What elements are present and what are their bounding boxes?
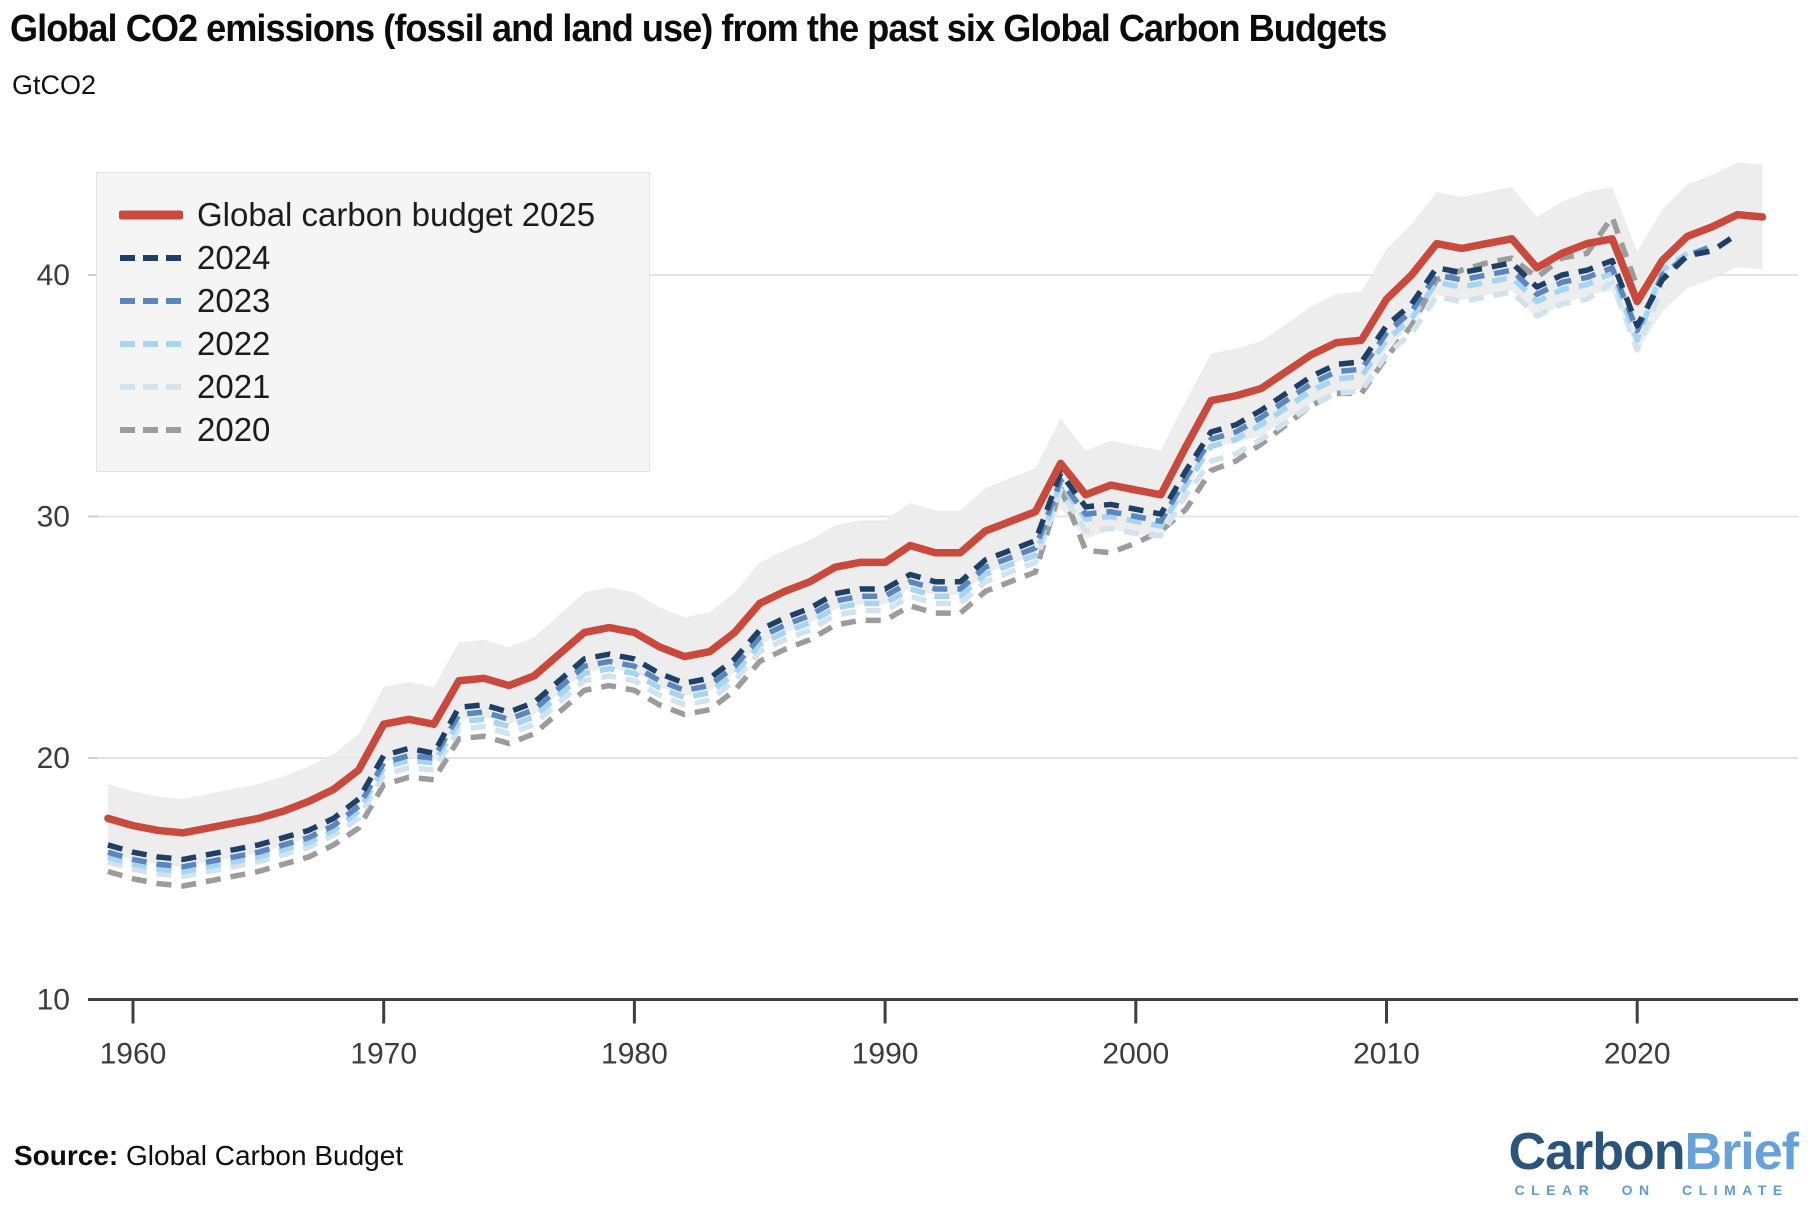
legend-swatch-solid-red (119, 210, 183, 219)
legend-item-2021: 2021 (119, 365, 619, 408)
series-line-2023 (107, 243, 1714, 870)
source-label: Source: (14, 1140, 119, 1171)
legend-swatch-dashed-blue (120, 297, 182, 304)
x-tick-label-1990: 1990 (852, 1038, 919, 1071)
x-tick-label-1980: 1980 (601, 1038, 668, 1071)
legend-item-2023: 2023 (119, 279, 619, 322)
x-tick-label-1960: 1960 (100, 1038, 167, 1071)
series-line-2021 (107, 279, 1665, 880)
carbonbrief-wordmark: CarbonBrief (1508, 1123, 1799, 1181)
legend-item-2024: 2024 (119, 236, 619, 279)
legend-item-2022: 2022 (119, 322, 619, 365)
logo-tagline: CLEAR ON CLIMATE (1514, 1182, 1789, 1198)
series-line-global-carbon-budget-2025 (104, 210, 1767, 837)
legend-swatch-dashed-paleblue (120, 383, 182, 390)
chart-title: Global CO2 emissions (fossil and land us… (10, 8, 1387, 50)
x-tick-label-2020: 2020 (1604, 1038, 1671, 1071)
y-tick-label-20: 20 (37, 742, 70, 775)
legend-label: 2024 (197, 238, 271, 276)
legend-swatch-dashed-gray (120, 426, 182, 433)
x-tick-label-1970: 1970 (350, 1038, 417, 1071)
legend-label: 2020 (197, 410, 271, 448)
logo-brief-text: Brief (1684, 1123, 1799, 1181)
chart-unit-label: GtCO2 (12, 70, 97, 100)
legend-item-gcb-2025: Global carbon budget 2025 (119, 193, 619, 236)
legend-item-2020: 2020 (119, 408, 619, 451)
legend-swatch-dashed-skyblue (120, 340, 182, 347)
source-value: Global Carbon Budget (118, 1140, 404, 1171)
x-tick-label-2010: 2010 (1353, 1038, 1420, 1071)
legend-label: 2023 (197, 281, 271, 319)
carbonbrief-logo: CarbonBrief CLEAR ON CLIMATE (1508, 1123, 1799, 1198)
series-line-2024 (107, 231, 1740, 863)
source-note: Source: Global Carbon Budget (14, 1140, 403, 1172)
legend-label: 2022 (197, 324, 271, 362)
y-tick-label-40: 40 (37, 259, 70, 292)
y-tick-label-30: 30 (37, 501, 70, 534)
x-tick-label-2000: 2000 (1102, 1038, 1169, 1071)
logo-carbon-text: Carbon (1508, 1123, 1686, 1181)
series-line-2022 (107, 250, 1689, 875)
legend-label: 2021 (197, 367, 271, 405)
legend-label: Global carbon budget 2025 (197, 195, 596, 233)
y-tick-label-10: 10 (37, 984, 70, 1017)
legend-swatch-dashed-navy (120, 254, 182, 261)
chart-legend: Global carbon budget 2025 2024 2023 2022… (96, 172, 650, 472)
